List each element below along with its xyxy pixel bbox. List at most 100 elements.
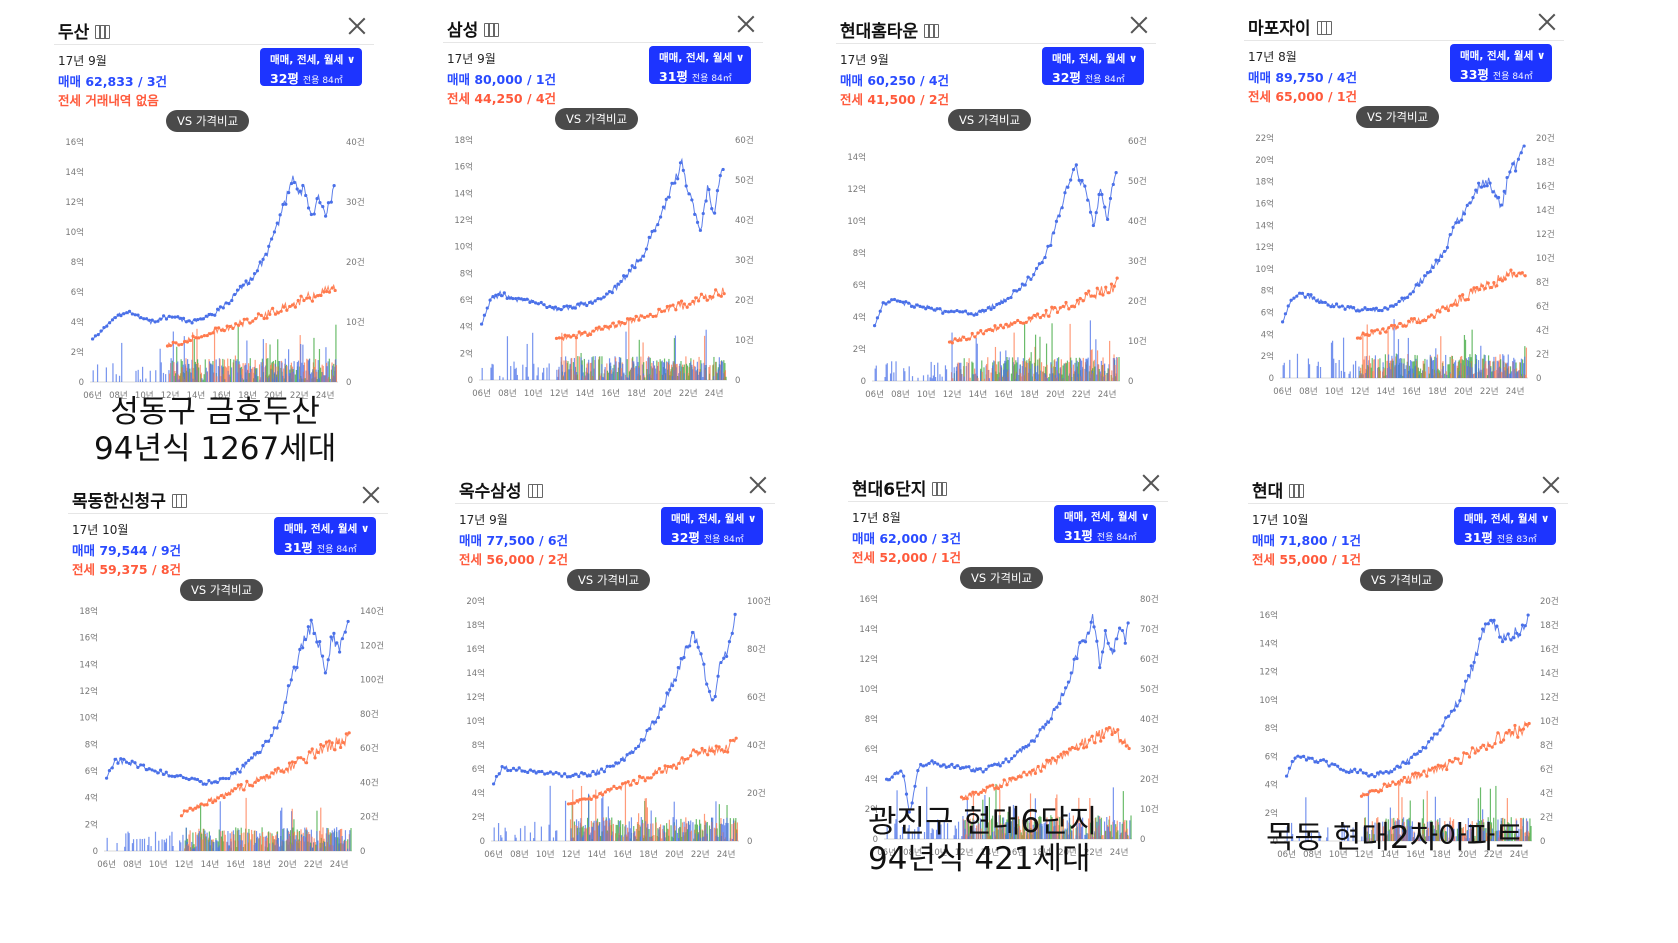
volume-bar — [1513, 357, 1515, 378]
series-line — [493, 614, 736, 785]
map-icon[interactable] — [527, 484, 543, 498]
series-point — [1027, 743, 1031, 747]
deal-type-dropdown[interactable]: 매매, 전세, 월세 ∨ 31평 전용 84㎡ — [649, 46, 751, 84]
volume-bar — [1427, 827, 1429, 841]
series-point — [583, 330, 587, 334]
series-point — [1411, 772, 1415, 776]
series-point — [987, 327, 991, 332]
volume-bar — [255, 374, 257, 382]
series-point — [1428, 269, 1432, 274]
volume-bar — [720, 360, 723, 380]
series-point — [1032, 273, 1036, 277]
volume-bar — [229, 376, 231, 382]
map-icon[interactable] — [924, 24, 940, 38]
volume-bar — [1082, 817, 1084, 839]
volume-bar — [224, 366, 227, 382]
volume-bar — [940, 824, 942, 839]
volume-bar — [1461, 828, 1463, 841]
series-point — [927, 761, 931, 766]
vs-compare-button[interactable]: VS 가격비교 — [180, 579, 264, 601]
volume-bar — [1104, 374, 1106, 381]
map-icon[interactable] — [1289, 484, 1305, 498]
close-icon[interactable] — [747, 474, 769, 496]
volume-bar — [1005, 350, 1007, 381]
y-tick-label: 0 — [1269, 374, 1274, 384]
volume-bar — [1075, 369, 1077, 381]
series-point — [553, 305, 558, 309]
volume-bar — [595, 820, 597, 841]
y-tick-label: 18억 — [466, 620, 485, 631]
volume-bar — [689, 363, 691, 380]
volume-bar — [1459, 834, 1461, 841]
deal-type-dropdown[interactable]: 매매, 전세, 월세 ∨ 32평 전용 84㎡ — [661, 507, 763, 545]
series-point — [996, 786, 1001, 791]
volume-bar — [1049, 821, 1051, 839]
volume-bar — [1298, 836, 1300, 841]
close-icon[interactable] — [346, 15, 368, 37]
series-point — [1077, 178, 1081, 182]
map-icon[interactable] — [1316, 21, 1332, 35]
volume-bar — [1127, 835, 1129, 839]
series-point — [667, 195, 671, 199]
y-tick-label: 8억 — [71, 257, 84, 268]
volume-bar — [957, 821, 960, 839]
series-point — [554, 770, 558, 775]
card-title: 목동한신청구 — [72, 487, 187, 512]
map-icon[interactable] — [484, 23, 500, 37]
series-point — [1401, 324, 1405, 328]
series-point — [204, 782, 208, 786]
deal-type-dropdown[interactable]: 매매, 전세, 월세 ∨ 31평 전용 84㎡ — [274, 517, 376, 555]
deal-type-dropdown[interactable]: 매매, 전세, 월세 ∨ 31평 전용 84㎡ — [1054, 505, 1156, 543]
vs-compare-button[interactable]: VS 가격비교 — [567, 569, 651, 591]
map-icon[interactable] — [932, 482, 948, 496]
volume-bar — [1026, 362, 1028, 381]
series-point — [1465, 751, 1469, 756]
vs-compare-button[interactable]: VS 가격비교 — [1360, 569, 1444, 591]
vs-compare-button[interactable]: VS 가격비교 — [555, 108, 639, 130]
vs-compare-button[interactable]: VS 가격비교 — [960, 567, 1044, 589]
volume-bar — [982, 799, 984, 839]
close-icon[interactable] — [1536, 11, 1558, 33]
series-point — [202, 334, 207, 338]
volume-bar — [1416, 360, 1418, 378]
close-icon[interactable] — [1140, 472, 1162, 494]
sale-price: 매매 80,000 / 1건 — [447, 72, 557, 87]
series-point — [689, 754, 693, 758]
deal-type-dropdown[interactable]: 매매, 전세, 월세 ∨ 31평 전용 83㎡ — [1454, 507, 1556, 545]
series-point — [1419, 773, 1423, 777]
vs-compare-button[interactable]: VS 가격비교 — [166, 110, 250, 132]
volume-bar — [1508, 366, 1510, 378]
map-icon[interactable] — [171, 494, 187, 508]
price-chart: 02억4억6억8억10억12억14억16억18억010건20건30건40건50건… — [454, 135, 753, 399]
map-icon[interactable] — [95, 25, 111, 39]
volume-bar — [595, 789, 597, 841]
exclusive-area: 전용 84㎡ — [1492, 72, 1533, 82]
volume-bar — [1068, 362, 1070, 381]
series-point — [219, 328, 224, 332]
volume-bar — [1101, 835, 1103, 839]
caption-hyundai-6: 광진구 현대6단지 94년식 421세대 — [868, 804, 1097, 878]
series-point — [910, 801, 914, 805]
deal-type-dropdown[interactable]: 매매, 전세, 월세 ∨ 32평 전용 84㎡ — [260, 48, 362, 86]
jeonse-price-series — [1355, 268, 1527, 340]
deal-type-dropdown[interactable]: 매매, 전세, 월세 ∨ 32평 전용 84㎡ — [1042, 47, 1144, 85]
volume-bar — [914, 829, 916, 839]
volume-bar — [959, 362, 961, 381]
close-icon[interactable] — [360, 484, 382, 506]
vs-compare-button[interactable]: VS 가격비교 — [1356, 106, 1440, 128]
deal-type-dropdown[interactable]: 매매, 전세, 월세 ∨ 33평 전용 84㎡ — [1450, 44, 1552, 82]
close-icon[interactable] — [1128, 14, 1150, 36]
close-icon[interactable] — [1540, 474, 1562, 496]
series-point — [1321, 758, 1326, 762]
x-tick-label: 12년 — [943, 389, 962, 400]
close-icon[interactable] — [735, 13, 757, 35]
vs-compare-button[interactable]: VS 가격비교 — [948, 109, 1032, 131]
series-point — [289, 181, 294, 186]
y2-tick-label: 20건 — [1536, 133, 1555, 144]
volume-bar — [347, 839, 349, 851]
series-point — [250, 784, 255, 788]
series-point — [309, 618, 313, 622]
volume-bar — [491, 363, 493, 380]
series-point — [1035, 734, 1039, 738]
series-point — [1027, 316, 1031, 320]
